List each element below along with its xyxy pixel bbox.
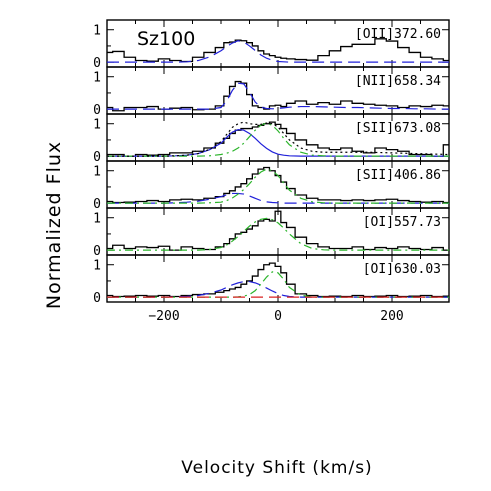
panel-line-label: [OI]557.73: [363, 215, 441, 230]
fit-curve: [107, 40, 449, 63]
panel-line-label: [OI]630.03: [363, 262, 441, 277]
y-tick-label: 1: [93, 165, 101, 180]
y-tick-label: 1: [93, 259, 101, 274]
y-tick-label: 1: [93, 118, 101, 133]
y-tick-label: 0: [93, 103, 101, 118]
x-axis-label: Velocity Shift (km/s): [181, 458, 372, 478]
observed-spectrum: [107, 38, 449, 63]
fit-curve: [107, 217, 449, 251]
fit-curve: [107, 192, 449, 204]
y-tick-label: 0: [93, 197, 101, 212]
fit-curve: [107, 128, 449, 157]
x-tick-label: −200: [148, 309, 179, 324]
y-tick-label: 1: [93, 24, 101, 39]
panel-line-label: [OII]372.60: [355, 27, 441, 42]
y-tick-label: 0: [93, 244, 101, 259]
x-tick-label: 0: [274, 309, 282, 324]
observed-spectrum: [107, 121, 449, 157]
y-axis-label: Normalized Flux: [43, 141, 65, 309]
y-tick-label: 0: [93, 150, 101, 165]
y-tick-label: 1: [93, 212, 101, 227]
fit-curve: [107, 121, 450, 157]
panel-line-label: [SII]673.08: [355, 121, 441, 136]
observed-spectrum: [107, 166, 449, 204]
y-tick-label: 0: [93, 56, 101, 71]
fit-curve: [107, 280, 449, 298]
y-tick-label: 1: [93, 71, 101, 86]
panel-line-label: [SII]406.86: [355, 168, 441, 183]
panel-line-label: [NII]658.34: [355, 74, 441, 89]
x-tick-label: 200: [380, 309, 403, 324]
y-tick-label: 0: [93, 291, 101, 306]
fit-curve: [107, 82, 449, 110]
chart-title: Sz100: [137, 28, 195, 50]
